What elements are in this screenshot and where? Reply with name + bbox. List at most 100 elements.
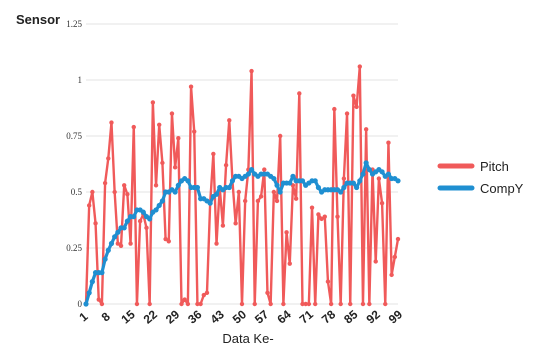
data-point bbox=[157, 122, 162, 128]
data-point bbox=[86, 203, 92, 208]
data-point bbox=[201, 292, 206, 298]
data-point bbox=[131, 214, 137, 220]
data-point bbox=[185, 178, 191, 184]
data-point bbox=[262, 167, 267, 172]
data-point bbox=[105, 247, 111, 253]
data-point bbox=[125, 192, 130, 197]
data-point bbox=[122, 183, 127, 188]
data-point bbox=[96, 297, 101, 302]
data-point bbox=[182, 297, 187, 302]
data-point bbox=[115, 229, 121, 235]
x-tick-label: 71 bbox=[297, 307, 316, 327]
data-point bbox=[93, 221, 98, 226]
data-point bbox=[223, 162, 229, 168]
data-point bbox=[354, 104, 359, 110]
x-axis-ticks: 1 8 15 22 29 36 43 50 57 64 71 78 85 92 99 bbox=[76, 307, 405, 327]
series-lines bbox=[83, 64, 401, 307]
data-point bbox=[229, 178, 236, 184]
data-point bbox=[268, 301, 273, 307]
data-point bbox=[367, 301, 372, 307]
data-point bbox=[204, 290, 210, 295]
x-tick-label: 43 bbox=[208, 307, 227, 327]
data-point bbox=[159, 198, 166, 204]
data-point bbox=[338, 189, 344, 195]
data-point bbox=[376, 176, 382, 181]
data-point bbox=[328, 301, 334, 307]
data-point bbox=[332, 106, 337, 112]
data-point bbox=[99, 270, 105, 276]
data-point bbox=[303, 301, 308, 307]
data-point bbox=[360, 171, 366, 177]
data-point bbox=[176, 136, 181, 141]
data-point bbox=[312, 178, 318, 184]
data-point bbox=[383, 301, 388, 307]
x-tick-label: 85 bbox=[341, 307, 360, 327]
legend-label: CompY bbox=[480, 181, 524, 196]
x-tick-label: 78 bbox=[319, 307, 338, 327]
data-point bbox=[150, 100, 156, 105]
legend: Pitch CompY bbox=[437, 159, 524, 196]
x-tick-label: 57 bbox=[252, 307, 271, 327]
series-pitch bbox=[83, 64, 401, 307]
data-point bbox=[83, 301, 89, 307]
data-point bbox=[153, 183, 159, 188]
data-point bbox=[185, 301, 191, 307]
data-point bbox=[211, 151, 216, 157]
data-point bbox=[287, 180, 293, 186]
data-point bbox=[86, 290, 92, 296]
data-point bbox=[248, 167, 255, 173]
y-tick-label: 0.25 bbox=[66, 243, 82, 253]
data-point bbox=[249, 68, 254, 74]
x-axis-title: Data Ke- bbox=[222, 331, 273, 345]
data-point bbox=[344, 111, 350, 116]
data-point bbox=[315, 184, 322, 191]
data-point bbox=[147, 301, 152, 307]
data-point bbox=[385, 171, 392, 177]
x-tick-label: 1 bbox=[76, 309, 90, 324]
data-point bbox=[188, 84, 194, 89]
y-tick-label: 1 bbox=[78, 75, 83, 85]
data-point bbox=[299, 178, 306, 184]
data-point bbox=[172, 165, 178, 170]
data-point bbox=[220, 223, 226, 228]
data-point bbox=[271, 189, 277, 195]
series-compy bbox=[83, 160, 401, 307]
data-point bbox=[325, 279, 331, 284]
data-point bbox=[102, 256, 108, 262]
data-point bbox=[89, 279, 95, 285]
data-point bbox=[166, 239, 171, 244]
x-tick-label: 92 bbox=[364, 307, 383, 327]
data-point bbox=[293, 196, 299, 201]
data-point bbox=[90, 189, 95, 195]
data-point bbox=[163, 236, 168, 242]
data-point bbox=[213, 191, 220, 197]
data-point bbox=[319, 216, 324, 222]
y-tick-label: 0 bbox=[78, 299, 83, 309]
data-point bbox=[281, 301, 286, 307]
data-point bbox=[207, 200, 213, 206]
data-point bbox=[140, 209, 146, 215]
data-point bbox=[297, 91, 302, 96]
data-point bbox=[108, 240, 115, 247]
data-point bbox=[395, 236, 401, 242]
data-point bbox=[131, 124, 136, 130]
data-point bbox=[265, 290, 270, 295]
y-tick-label: 0.75 bbox=[66, 131, 82, 141]
data-point bbox=[290, 173, 296, 179]
data-point bbox=[236, 189, 242, 195]
data-point bbox=[102, 180, 108, 186]
data-point bbox=[245, 171, 251, 177]
data-point bbox=[112, 189, 117, 195]
data-point bbox=[379, 201, 385, 206]
data-point bbox=[278, 133, 283, 139]
y-tick-label: 1.25 bbox=[66, 19, 82, 29]
y-tick-label: 0.5 bbox=[71, 187, 83, 197]
data-point bbox=[313, 301, 318, 307]
data-point bbox=[179, 301, 184, 307]
data-point bbox=[194, 184, 201, 191]
data-point bbox=[389, 272, 394, 278]
data-point bbox=[106, 156, 111, 161]
data-point bbox=[360, 301, 366, 307]
x-tick-label: 50 bbox=[230, 307, 249, 327]
data-point bbox=[338, 301, 343, 307]
